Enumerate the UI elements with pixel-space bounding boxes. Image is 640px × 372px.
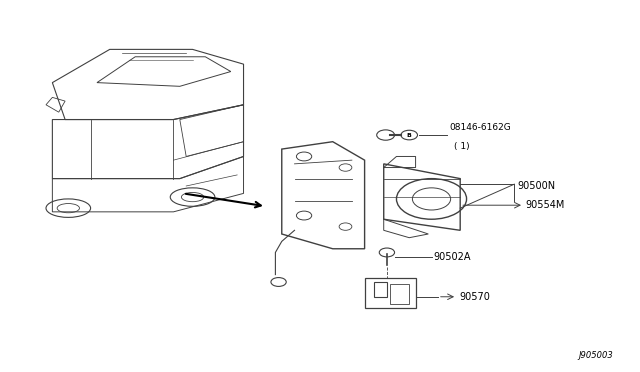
Text: B: B xyxy=(407,132,412,138)
Text: 90500N: 90500N xyxy=(518,181,556,191)
Text: 90502A: 90502A xyxy=(433,252,471,262)
Text: ( 1): ( 1) xyxy=(454,142,470,151)
Text: 90554M: 90554M xyxy=(526,200,565,210)
Text: 08146-6162G: 08146-6162G xyxy=(449,124,511,132)
Text: J905003: J905003 xyxy=(579,350,613,359)
Text: 90570: 90570 xyxy=(459,292,490,302)
